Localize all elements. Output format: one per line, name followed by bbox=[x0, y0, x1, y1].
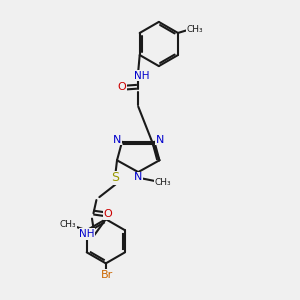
Text: N: N bbox=[134, 172, 142, 182]
Text: CH₃: CH₃ bbox=[186, 25, 203, 34]
Text: O: O bbox=[104, 209, 112, 219]
Text: S: S bbox=[112, 172, 119, 184]
Text: CH₃: CH₃ bbox=[155, 178, 172, 187]
Text: O: O bbox=[118, 82, 126, 92]
Text: NH: NH bbox=[134, 71, 149, 81]
Text: Br: Br bbox=[101, 269, 113, 280]
Text: N: N bbox=[155, 135, 164, 145]
Text: NH: NH bbox=[79, 229, 95, 239]
Text: CH₃: CH₃ bbox=[59, 220, 76, 230]
Text: N: N bbox=[112, 135, 121, 145]
